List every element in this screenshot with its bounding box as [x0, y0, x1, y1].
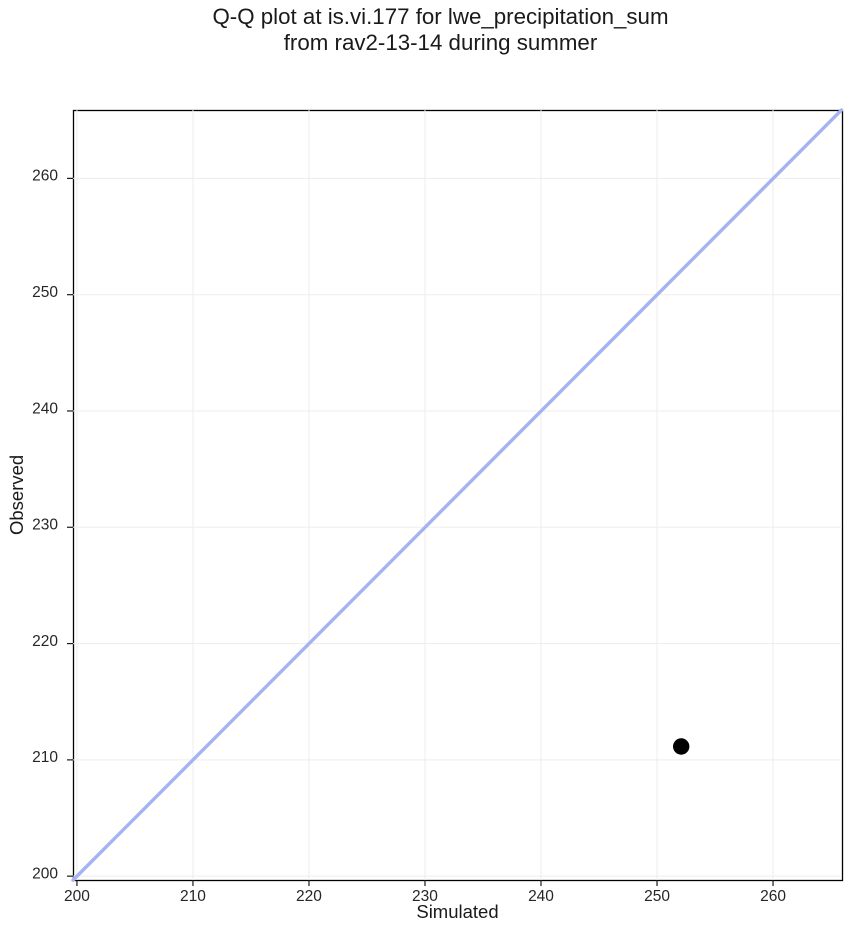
- svg-text:240: 240: [32, 400, 58, 417]
- svg-text:250: 250: [32, 284, 58, 301]
- svg-text:240: 240: [528, 888, 554, 905]
- svg-text:220: 220: [32, 633, 58, 650]
- svg-text:260: 260: [760, 888, 786, 905]
- svg-text:200: 200: [32, 866, 58, 883]
- svg-text:260: 260: [32, 168, 58, 185]
- svg-text:250: 250: [644, 888, 670, 905]
- svg-text:210: 210: [32, 749, 58, 766]
- svg-text:230: 230: [32, 517, 58, 534]
- svg-text:210: 210: [180, 888, 206, 905]
- svg-text:200: 200: [64, 888, 90, 905]
- svg-text:230: 230: [412, 888, 438, 905]
- svg-text:220: 220: [296, 888, 322, 905]
